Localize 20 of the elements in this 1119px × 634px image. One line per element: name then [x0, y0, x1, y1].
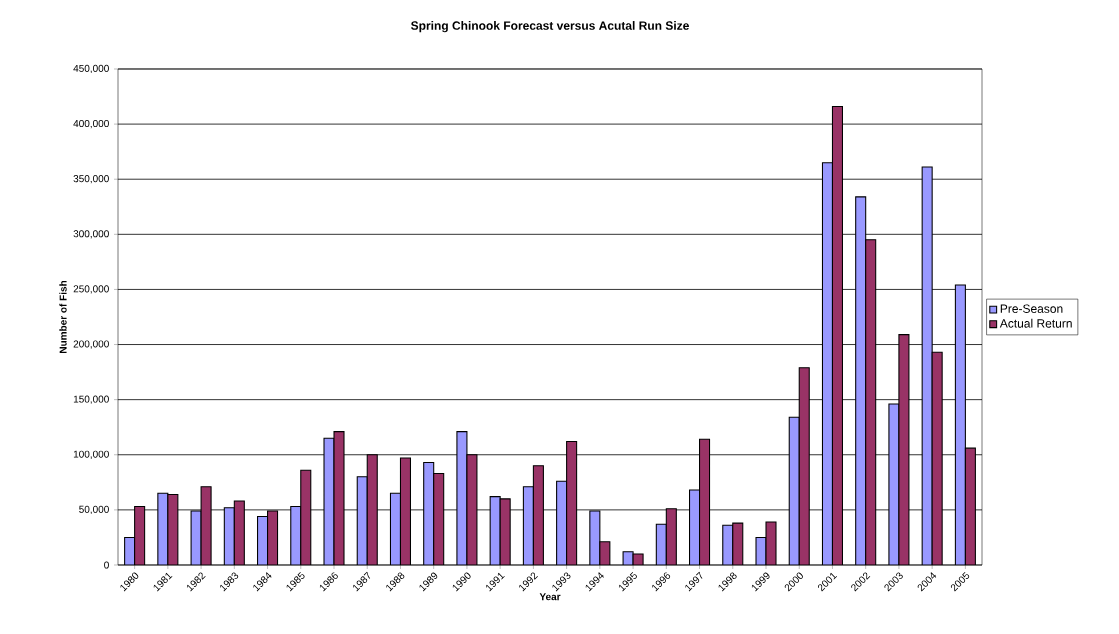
- bar: [921, 166, 933, 565]
- x-axis-title: Year: [539, 593, 561, 601]
- y-tick-label: 150,000: [73, 395, 109, 404]
- y-tick-label: 100,000: [73, 450, 109, 459]
- bar: [821, 162, 833, 565]
- y-tick-label: 0: [104, 561, 109, 569]
- y-tick-label: 200,000: [73, 340, 109, 349]
- y-tick-label: 400,000: [73, 119, 109, 129]
- legend-label: Pre-Season: [1000, 304, 1063, 313]
- legend-label: Actual Return: [999, 318, 1072, 328]
- y-tick-label: 450,000: [73, 64, 109, 74]
- bar: [865, 239, 877, 565]
- y-tick-label: 50,000: [79, 505, 109, 514]
- bar: [855, 196, 867, 565]
- bar: [831, 105, 843, 565]
- y-axis-title: Number of Fish: [59, 280, 67, 353]
- chart-title: Spring Chinook Forecast versus Acutal Run Size: [411, 21, 689, 33]
- y-tick-label: 250,000: [73, 285, 109, 294]
- y-tick-label: 300,000: [73, 230, 109, 239]
- y-tick-label: 350,000: [73, 175, 109, 184]
